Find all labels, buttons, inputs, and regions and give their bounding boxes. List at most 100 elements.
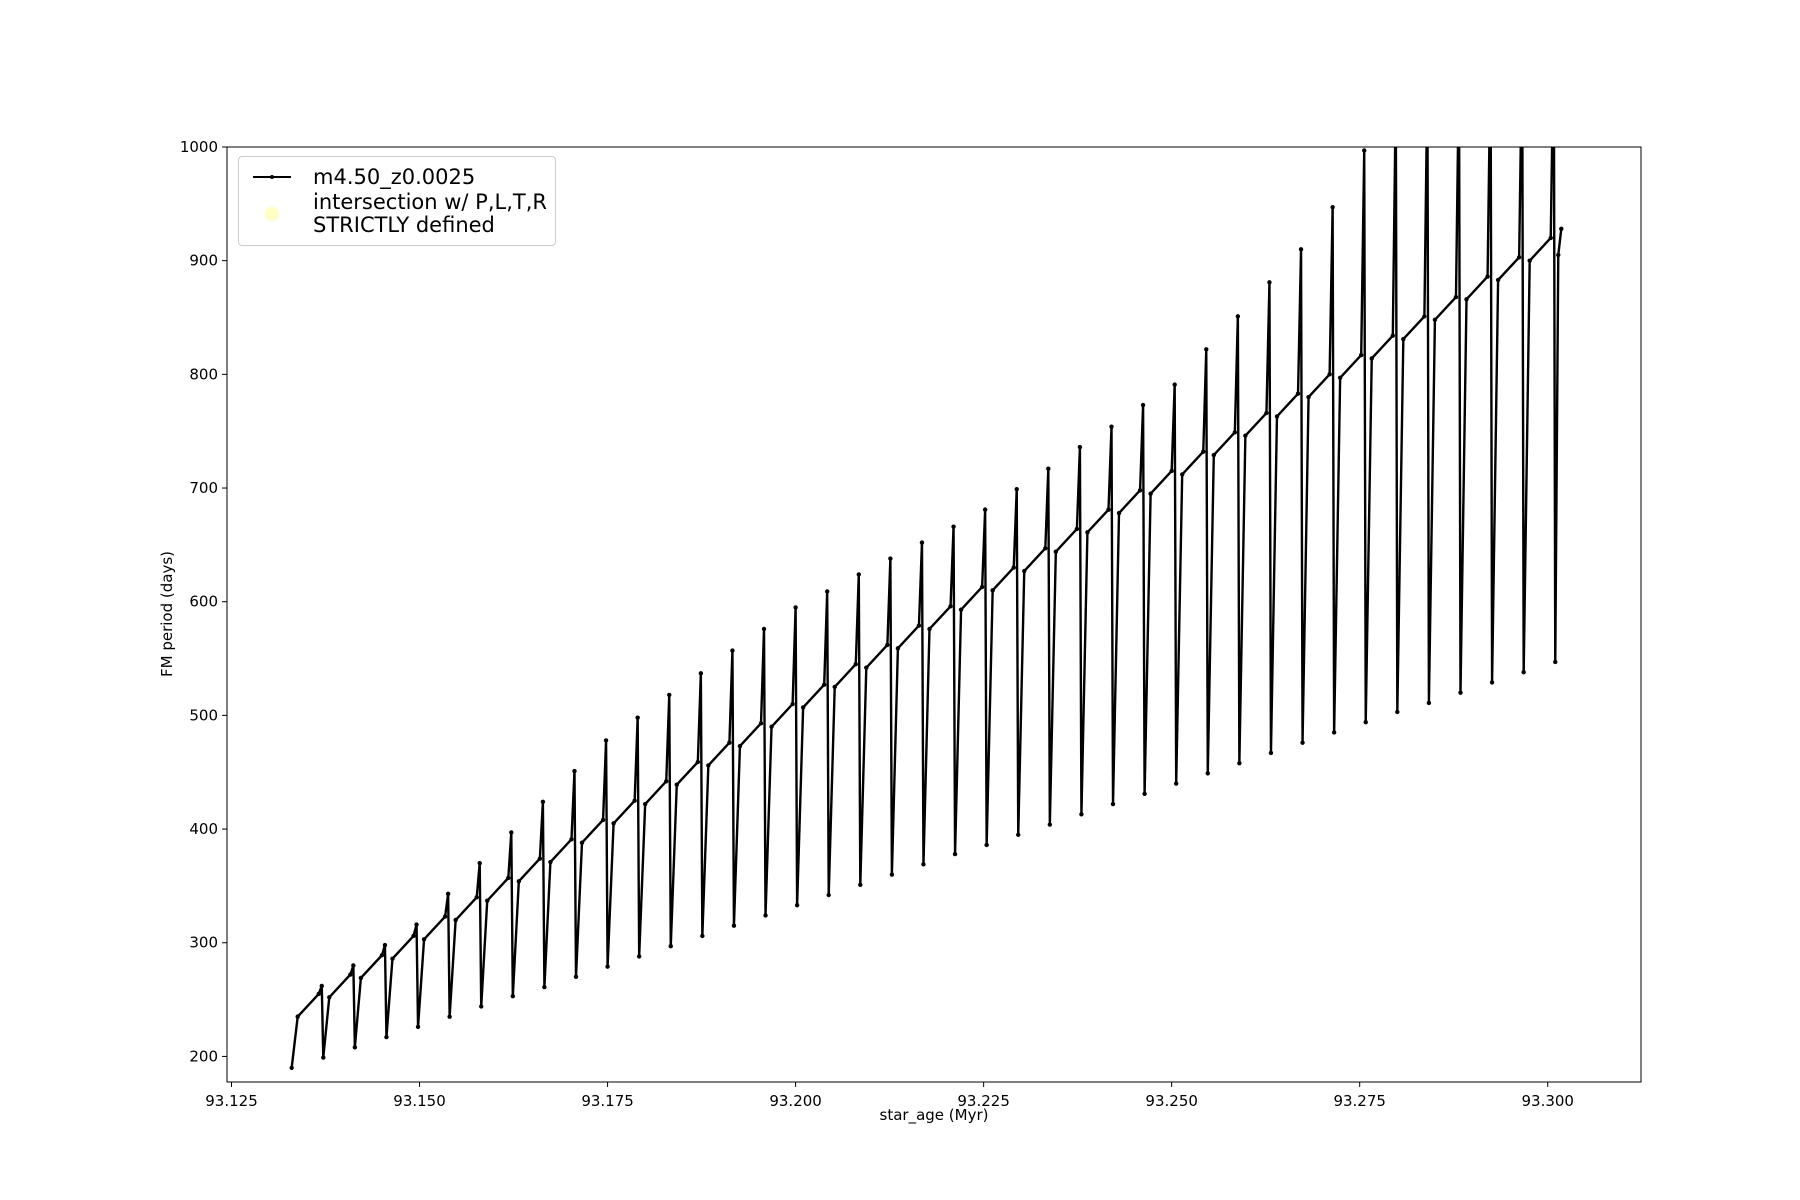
data-point (537, 856, 543, 861)
data-point (1495, 277, 1501, 283)
data-point (1556, 252, 1561, 258)
data-point (573, 974, 579, 980)
data-point (769, 724, 774, 729)
data-point (319, 983, 324, 989)
data-point (479, 1004, 484, 1009)
data-point (600, 817, 606, 823)
data-point (415, 1024, 421, 1030)
data-point (1426, 700, 1432, 706)
data-point (700, 933, 705, 939)
data-point (1043, 546, 1048, 551)
data-point (668, 943, 673, 949)
data-point (1553, 659, 1558, 665)
data-point (390, 956, 395, 961)
data-point (1390, 333, 1395, 338)
data-point (706, 763, 711, 768)
data-point (800, 705, 806, 710)
data-point (542, 984, 547, 990)
data-point (919, 540, 925, 545)
data-point (1331, 730, 1337, 735)
axes-frame (226, 146, 1642, 1083)
data-point (1458, 690, 1463, 695)
data-point (421, 937, 427, 942)
x-tick-label: 93.275 (1333, 1092, 1386, 1110)
data-point (826, 892, 831, 898)
data-point (1485, 274, 1490, 279)
data-point (445, 891, 451, 897)
data-point (579, 840, 585, 845)
x-tick-label: 93.150 (393, 1092, 446, 1110)
data-point (1267, 280, 1272, 285)
data-point (1148, 491, 1153, 496)
data-point (1327, 372, 1332, 377)
data-point (737, 743, 743, 749)
data-point (832, 684, 837, 690)
data-point (667, 692, 672, 698)
data-point (1235, 314, 1241, 319)
data-point (824, 589, 830, 594)
data-point (1369, 356, 1374, 361)
data-point (611, 821, 616, 826)
data-point (889, 872, 895, 877)
data-point (1425, 77, 1429, 81)
data-point (1457, 65, 1461, 69)
data-point (1140, 402, 1146, 408)
y-tick-label: 200 (189, 1047, 218, 1065)
x-tick-label: 93.200 (769, 1092, 822, 1110)
data-point (632, 798, 637, 803)
data-point (758, 721, 764, 726)
data-point (763, 913, 768, 918)
legend-label: intersection w/ P,L,T,R STRICTLY defined (313, 190, 547, 237)
data-point (958, 607, 964, 612)
data-point (952, 851, 958, 857)
data-point (1079, 812, 1084, 817)
data-point (447, 1014, 452, 1019)
data-point (1359, 352, 1364, 358)
data-point (1300, 740, 1305, 745)
data-point (727, 740, 732, 745)
y-axis-label: FM period (days) (158, 551, 176, 677)
data-point (1046, 466, 1051, 471)
data-point (1211, 452, 1216, 458)
y-tick-label: 500 (189, 706, 218, 724)
data-point (1022, 568, 1027, 574)
legend-marker (265, 207, 279, 221)
data-point (664, 779, 669, 784)
data-point (453, 917, 458, 923)
data-point (698, 671, 704, 676)
data-point (1172, 382, 1177, 387)
data-point (379, 953, 385, 958)
data-point (1548, 235, 1553, 241)
data-point (1520, 42, 1524, 46)
data-point (979, 584, 985, 590)
data-point (1516, 255, 1522, 260)
data-point (984, 842, 989, 848)
data-point (474, 895, 479, 900)
data-point (1077, 444, 1083, 450)
data-point (1074, 526, 1080, 532)
data-point (1521, 669, 1526, 675)
data-point (1395, 709, 1400, 715)
data-point (888, 556, 893, 561)
data-point (414, 922, 419, 927)
y-tick-label: 800 (189, 365, 218, 383)
data-point (1298, 247, 1304, 252)
data-point (635, 715, 640, 720)
data-point (411, 933, 416, 939)
x-tick-label: 93.125 (205, 1092, 258, 1110)
data-point (1337, 375, 1343, 380)
data-point (921, 862, 926, 867)
data-point (821, 682, 827, 687)
data-point (1268, 750, 1274, 756)
x-tick-label: 93.175 (581, 1092, 634, 1110)
data-point (1401, 336, 1406, 342)
data-point (916, 623, 922, 628)
data-point (548, 859, 553, 865)
data-point (1306, 394, 1311, 400)
data-point (506, 875, 511, 881)
y-tick-label: 900 (189, 252, 218, 270)
legend-entry: m4.50_z0.0025 (247, 165, 547, 189)
data-point (951, 524, 956, 529)
data-point (1232, 430, 1238, 435)
